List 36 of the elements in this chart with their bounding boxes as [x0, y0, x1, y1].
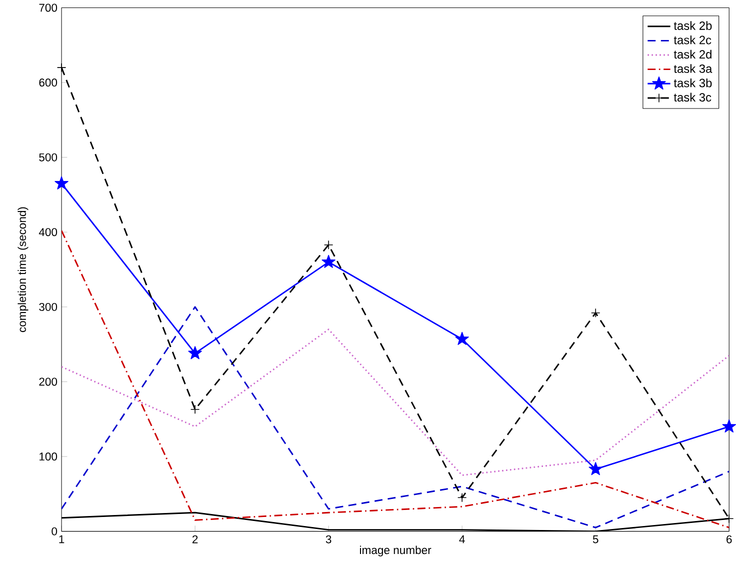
point	[590, 308, 600, 318]
point	[455, 332, 469, 345]
legend-label: task 3c	[674, 92, 712, 102]
legend-label: task 2c	[674, 35, 712, 44]
legend-label: task 2d	[674, 50, 712, 58]
point	[724, 514, 734, 524]
y-tick-label: 600	[39, 78, 58, 86]
legend-label: task 2b	[674, 20, 712, 30]
x-tick-label: 5	[592, 535, 598, 544]
y-tick-label: 100	[40, 452, 58, 460]
line-series	[62, 328, 730, 476]
y-tick-label: 700	[39, 4, 58, 12]
point	[457, 492, 467, 502]
legend-label: task 3a	[674, 64, 712, 73]
x-axis-title: image number	[360, 546, 432, 556]
x-tick-label: 1	[59, 535, 64, 543]
y-tick-label: 300	[39, 302, 58, 311]
x-tick-label: 3	[326, 535, 332, 544]
y-tick-label: 0	[52, 527, 58, 536]
x-tick-label: 6	[726, 535, 732, 544]
y-tick-label: 200	[39, 378, 58, 386]
point	[588, 462, 602, 475]
point	[324, 240, 334, 250]
line-series	[62, 306, 730, 528]
point	[56, 62, 66, 72]
y-tick-label: 500	[39, 153, 58, 162]
y-tick-label: 400	[38, 228, 58, 236]
x-tick-label: 4	[459, 535, 465, 543]
point	[188, 346, 202, 359]
line-series	[62, 230, 730, 528]
x-tick-label: 2	[192, 535, 198, 544]
legend-label: task 3b	[674, 78, 712, 88]
y-axis-title: completion time (second)	[18, 207, 28, 332]
point	[54, 176, 68, 190]
point	[322, 254, 336, 268]
point	[190, 404, 200, 414]
